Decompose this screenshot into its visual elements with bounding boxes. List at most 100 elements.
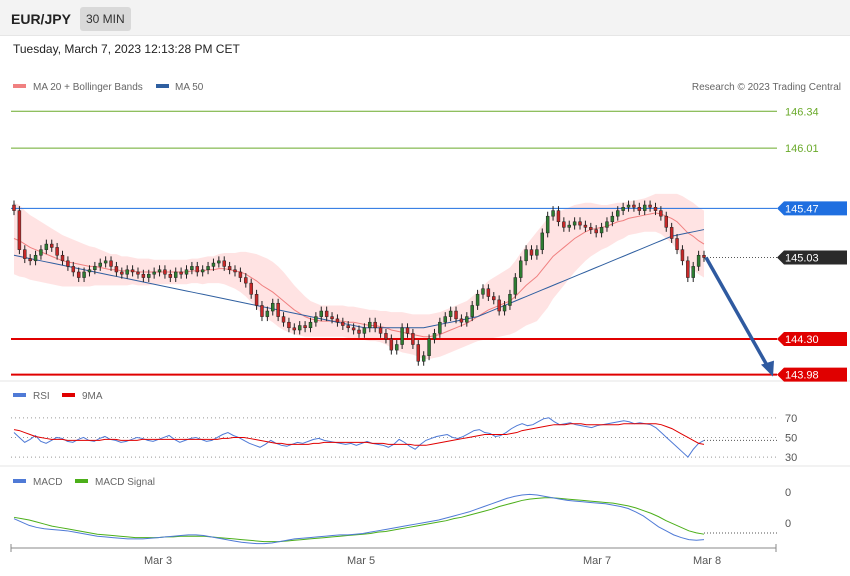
candle-body bbox=[589, 227, 593, 230]
candle-body bbox=[260, 305, 264, 317]
candle-body bbox=[28, 258, 32, 262]
candle-body bbox=[475, 294, 480, 306]
candle-body bbox=[481, 288, 485, 295]
macd-tick-label: 0 bbox=[785, 518, 791, 530]
candle-body bbox=[448, 310, 453, 317]
legend-ma50-label: MA 50 bbox=[175, 82, 204, 93]
candle-body bbox=[351, 327, 356, 331]
level-label: 145.47 bbox=[785, 203, 819, 215]
candle-body bbox=[200, 269, 205, 273]
candle-body bbox=[653, 207, 658, 211]
macd-tick-label: 0 bbox=[785, 487, 791, 499]
projection-arrowhead bbox=[761, 360, 774, 377]
candle-body bbox=[642, 204, 647, 211]
candle-body bbox=[157, 269, 162, 273]
candle-body bbox=[217, 260, 221, 264]
candle-body bbox=[66, 260, 70, 267]
candle-body bbox=[39, 249, 43, 256]
toolbar: EUR/JPY 30 MIN bbox=[0, 0, 850, 36]
candle-body bbox=[378, 327, 383, 334]
candle-body bbox=[373, 321, 377, 329]
candle-body bbox=[152, 271, 156, 275]
candle-body bbox=[184, 269, 189, 275]
candle-body bbox=[529, 249, 534, 256]
legend-9ma-swatch bbox=[62, 393, 75, 397]
legend-rsi-label: RSI bbox=[33, 391, 50, 402]
candle-body bbox=[12, 204, 16, 211]
candle-body bbox=[114, 266, 119, 273]
rsi-tick-label: 30 bbox=[785, 452, 797, 464]
candle-body bbox=[211, 262, 216, 267]
candle-body bbox=[664, 215, 668, 228]
candle-body bbox=[556, 210, 561, 223]
candle-body bbox=[109, 260, 113, 267]
macd-panel: 00 bbox=[13, 487, 791, 545]
copyright-label: Research © 2023 Trading Central bbox=[692, 82, 841, 93]
candle-body bbox=[508, 294, 512, 306]
candle-body bbox=[330, 316, 334, 320]
legend-ma50-swatch bbox=[156, 84, 169, 88]
candle-body bbox=[179, 271, 183, 275]
time-axis-label: Mar 8 bbox=[693, 555, 721, 567]
candle-body bbox=[594, 229, 598, 234]
candle-body bbox=[421, 355, 426, 362]
price-panel: 146.34 146.01 145.47 145.03 144.30 143.98 bbox=[11, 106, 847, 382]
candle-body bbox=[335, 318, 340, 323]
candle-body bbox=[287, 321, 291, 329]
candle-body bbox=[303, 325, 307, 329]
candle-body bbox=[60, 254, 65, 262]
candle-body bbox=[432, 333, 437, 340]
macd-signal-line bbox=[13, 497, 705, 543]
level-tag bbox=[777, 331, 847, 346]
candle-body bbox=[136, 271, 140, 275]
candle-body bbox=[621, 207, 625, 211]
bollinger-band bbox=[14, 193, 704, 360]
candle-body bbox=[524, 249, 528, 262]
candle-body bbox=[346, 325, 350, 329]
candle-body bbox=[686, 260, 690, 278]
rsi-panel: 70 50 30 bbox=[11, 413, 797, 464]
candle-body bbox=[599, 227, 604, 234]
level-label: 145.03 bbox=[785, 252, 819, 264]
candle-body bbox=[492, 296, 496, 301]
time-axis-label: Mar 5 bbox=[347, 555, 375, 567]
candle-body bbox=[551, 210, 555, 217]
candle-body bbox=[486, 288, 491, 297]
candle-body bbox=[195, 266, 200, 273]
legend-rsi-swatch bbox=[13, 393, 26, 397]
candle-body bbox=[416, 344, 421, 362]
level-label: 144.30 bbox=[785, 334, 819, 346]
candle-body bbox=[427, 338, 431, 356]
candle-body bbox=[518, 260, 523, 278]
candle-body bbox=[292, 327, 297, 331]
candle-body bbox=[163, 269, 167, 275]
legend-macd-swatch bbox=[13, 479, 26, 483]
candle-body bbox=[675, 238, 679, 250]
timeframe-button[interactable]: 30 MIN bbox=[80, 7, 131, 31]
candle-body bbox=[637, 207, 642, 211]
candle-body bbox=[55, 247, 59, 256]
candle-body bbox=[103, 260, 108, 264]
candle-body bbox=[626, 204, 631, 208]
candle-body bbox=[33, 254, 38, 262]
candle-body bbox=[265, 310, 270, 317]
candle-body bbox=[513, 277, 518, 295]
candle-body bbox=[341, 321, 345, 326]
candle-body bbox=[659, 210, 663, 217]
candle-body bbox=[173, 271, 178, 278]
candle-body bbox=[400, 327, 404, 345]
time-axis: Mar 3 Mar 5 Mar 7 Mar 8 bbox=[10, 544, 777, 567]
candle-body bbox=[669, 227, 674, 239]
candle-body bbox=[443, 316, 447, 323]
level-tag bbox=[777, 367, 847, 382]
candle-body bbox=[76, 271, 81, 278]
candle-body bbox=[82, 271, 86, 278]
projection-arrow bbox=[704, 256, 772, 372]
candle-body bbox=[357, 329, 361, 334]
legend-ma20-swatch bbox=[13, 84, 26, 88]
candle-body bbox=[567, 224, 571, 228]
candle-body bbox=[297, 325, 302, 331]
candle-body bbox=[454, 310, 458, 320]
candle-body bbox=[562, 221, 566, 228]
